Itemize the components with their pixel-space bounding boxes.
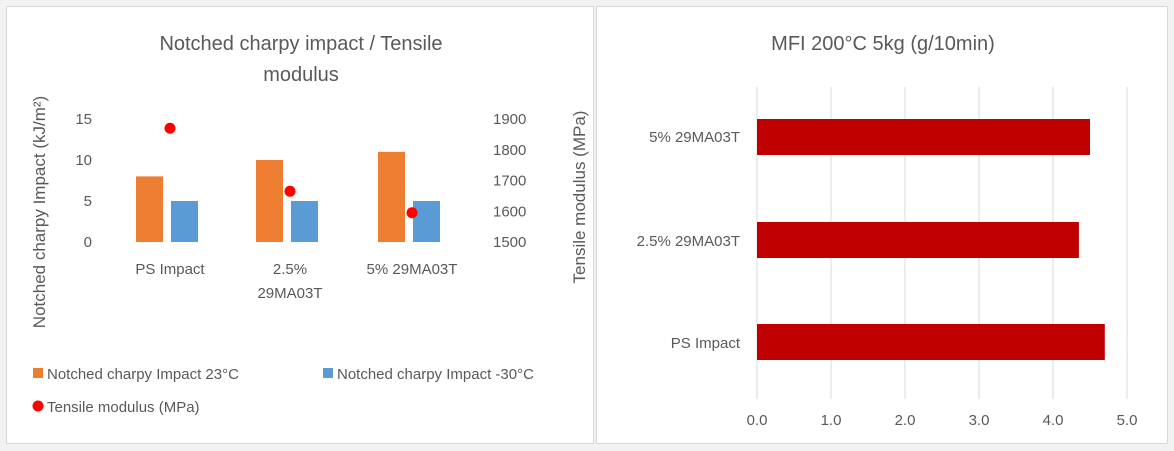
bar-impact-23c	[136, 176, 163, 242]
x-tick-label: 4.0	[1043, 412, 1064, 429]
y-category-label: PS Impact	[671, 335, 741, 352]
x-tick-label: 5% 29MA03T	[367, 261, 458, 278]
y-tick-label: 15	[75, 111, 92, 128]
impact-modulus-chart-panel: Notched charpy impact / Tensile modulus …	[6, 6, 594, 444]
chart-title-line1: Notched charpy impact / Tensile	[159, 33, 442, 55]
chart-title: MFI 200°C 5kg (g/10min)	[771, 33, 995, 55]
impact-modulus-chart: Notched charpy impact / Tensile modulus …	[30, 33, 589, 416]
x-tick-label: 1.0	[821, 412, 842, 429]
y2-tick-label: 1700	[493, 173, 526, 190]
x-tick-label: 0.0	[747, 412, 768, 429]
x-tick-label: 2.0	[895, 412, 916, 429]
bar-impact-minus30c	[171, 201, 198, 242]
legend-label-minus30c: Notched charpy Impact -30°C	[337, 366, 534, 383]
bar-impact-minus30c	[413, 201, 440, 242]
x-tick-label: 5.0	[1117, 412, 1138, 429]
mfi-chart-panel: MFI 200°C 5kg (g/10min) 0.0 1.0 2.0 3.0 4.0 5…	[596, 6, 1168, 444]
point-tensile-modulus	[164, 122, 176, 134]
mfi-chart: MFI 200°C 5kg (g/10min) 0.0 1.0 2.0 3.0 4.0 5…	[637, 33, 1138, 429]
bar-impact-minus30c	[291, 201, 318, 242]
y-axis-label: Notched charpy Impact (kJ/m²)	[30, 96, 49, 328]
point-tensile-modulus	[284, 185, 296, 197]
y2-tick-label: 1500	[493, 234, 526, 251]
x-tick-label: 29MA03T	[257, 285, 322, 302]
mfi-bar	[757, 222, 1079, 258]
legend-swatch-23c	[33, 368, 43, 378]
y2-axis-label: Tensile modulus (MPa)	[570, 111, 589, 284]
legend-swatch-minus30c	[323, 368, 333, 378]
y-tick-label: 0	[84, 234, 92, 251]
legend-label-23c: Notched charpy Impact 23°C	[47, 366, 239, 383]
legend-marker-tensile	[32, 400, 44, 412]
bar-impact-23c	[256, 160, 283, 242]
y-category-label: 5% 29MA03T	[649, 129, 740, 146]
x-tick-label: 2.5%	[273, 261, 307, 278]
mfi-bar	[757, 324, 1105, 360]
y2-tick-label: 1800	[493, 142, 526, 159]
x-tick-label: PS Impact	[135, 261, 205, 278]
bar-impact-23c	[378, 151, 405, 242]
y2-tick-label: 1900	[493, 111, 526, 128]
y-category-label: 2.5% 29MA03T	[637, 233, 740, 250]
y-tick-label: 10	[75, 152, 92, 169]
chart-title-line2: modulus	[263, 64, 339, 86]
y-tick-label: 5	[84, 193, 92, 210]
y2-tick-label: 1600	[493, 203, 526, 220]
mfi-bar	[757, 119, 1090, 155]
x-tick-label: 3.0	[969, 412, 990, 429]
point-tensile-modulus	[406, 207, 418, 219]
legend-label-tensile: Tensile modulus (MPa)	[47, 399, 200, 416]
